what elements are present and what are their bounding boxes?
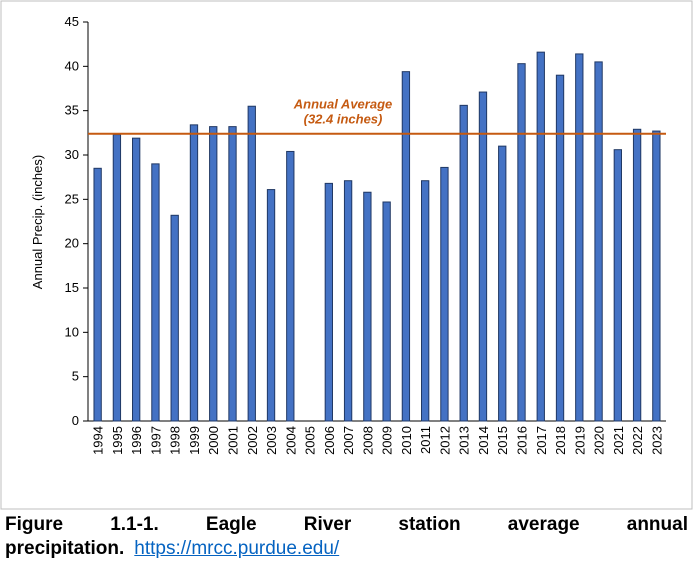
x-tick-label: 2022 <box>630 426 645 455</box>
x-tick-label: 1997 <box>148 426 163 455</box>
bar <box>652 130 661 422</box>
bar <box>189 124 199 422</box>
x-tick-label: 2004 <box>283 426 298 455</box>
bar <box>421 180 430 422</box>
x-tick-label: 2020 <box>592 426 607 455</box>
x-tick-label: 2017 <box>534 426 549 455</box>
bar <box>286 150 295 422</box>
x-tick-label: 1994 <box>91 426 106 455</box>
y-tick-label: 45 <box>65 14 79 29</box>
bar <box>478 91 488 422</box>
bar <box>498 145 507 422</box>
average-label: Annual Average <box>293 97 393 112</box>
bar <box>575 53 584 422</box>
y-tick-label: 25 <box>65 191 79 206</box>
bar <box>517 63 526 422</box>
x-tick-label: 2011 <box>418 426 433 454</box>
bar <box>459 104 468 422</box>
y-tick-label: 15 <box>65 280 79 295</box>
y-tick-label: 35 <box>65 103 79 118</box>
bar <box>247 105 256 422</box>
bar <box>112 134 122 422</box>
x-tick-label: 1996 <box>129 426 144 455</box>
x-tick-label: 2023 <box>649 426 664 455</box>
bar <box>343 180 353 422</box>
x-tick-label: 2018 <box>553 426 568 455</box>
bar <box>266 189 276 422</box>
chart: Annual Precip. (inches) 0 5 10 15 20 25 30 35 40… <box>0 0 693 510</box>
x-tick-label: 1995 <box>110 426 125 455</box>
caption-text: Figure 1.1-1. Eagle River station averag… <box>5 514 688 559</box>
x-tick-label: 2012 <box>437 426 452 455</box>
bar <box>170 214 179 422</box>
x-tick-label: 2005 <box>303 426 318 455</box>
x-tick-label: 2006 <box>322 426 337 455</box>
x-tick-label: 1998 <box>168 426 183 455</box>
x-tick-label: 2019 <box>572 426 587 455</box>
y-tick-label: 30 <box>65 147 79 162</box>
y-tick-label: 10 <box>65 324 79 339</box>
x-tick-label: 2013 <box>457 426 472 455</box>
caption: Figure 1.1-1. Eagle River station averag… <box>5 513 688 561</box>
bar <box>594 61 603 422</box>
bar <box>151 163 160 422</box>
x-tick-label: 2000 <box>206 426 221 455</box>
bar <box>440 166 449 422</box>
y-tick-label: 0 <box>72 413 79 428</box>
y-tick-label: 5 <box>72 369 79 384</box>
bar <box>536 51 545 422</box>
x-tick-label: 1999 <box>187 426 202 455</box>
bar <box>93 167 102 422</box>
x-tick-label: 2010 <box>399 426 414 455</box>
bar <box>382 201 391 422</box>
x-tick-label: 2003 <box>264 426 279 455</box>
y-tick-label: 40 <box>65 58 79 73</box>
bar <box>555 74 565 422</box>
average-label: (32.4 inches) <box>304 112 383 127</box>
bar <box>132 137 141 422</box>
x-tick-label: 2016 <box>515 426 530 455</box>
bar <box>228 126 237 422</box>
bar <box>632 128 642 422</box>
bar <box>209 126 218 422</box>
bar <box>613 149 622 422</box>
x-tick-label: 2008 <box>360 426 375 455</box>
x-tick-label: 2007 <box>341 426 356 455</box>
x-tick-label: 2015 <box>495 426 510 455</box>
bar <box>363 191 372 422</box>
caption-link[interactable]: https://mrcc.purdue.edu/ <box>134 538 340 559</box>
x-tick-label: 2001 <box>226 426 241 455</box>
x-tick-label: 2009 <box>380 426 395 455</box>
bar <box>401 71 411 422</box>
bar <box>324 182 333 422</box>
x-tick-label: 2002 <box>245 426 260 455</box>
y-tick-label: 20 <box>65 236 79 251</box>
x-tick-label: 2021 <box>611 426 626 455</box>
y-axis-label: Annual Precip. (inches) <box>30 155 45 289</box>
x-tick-label: 2014 <box>476 426 491 455</box>
